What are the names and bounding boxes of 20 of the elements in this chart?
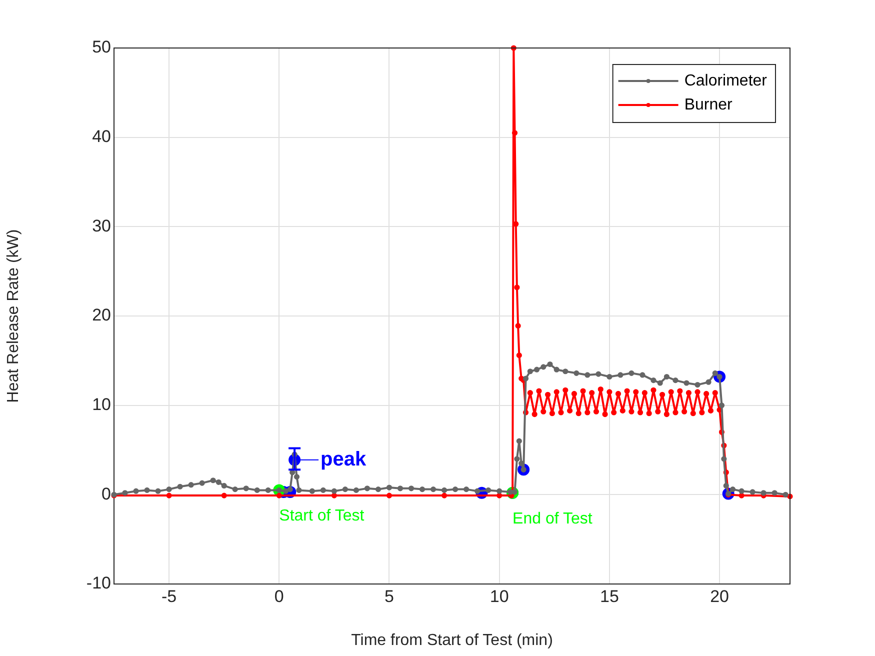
x-tick-label: 0 xyxy=(274,586,284,606)
y-tick-label: 0 xyxy=(102,484,111,504)
y-tick-label: 20 xyxy=(92,306,111,325)
y-tick-label: 40 xyxy=(92,127,111,146)
y-axis-title: Heat Release Rate (kW) xyxy=(5,229,22,403)
legend-label: Burner xyxy=(684,96,734,114)
x-tick-label: 5 xyxy=(384,586,394,606)
x-tick-label: -5 xyxy=(161,586,177,606)
annotation: Start of Test xyxy=(279,508,365,525)
annotation: End of Test xyxy=(512,510,593,528)
x-tick-label: 20 xyxy=(710,586,729,606)
y-tick-label: 30 xyxy=(92,216,111,236)
y-tick-label: 10 xyxy=(92,395,111,414)
annotation: peak xyxy=(320,448,368,470)
y-tick-label: 50 xyxy=(92,38,111,57)
y-tick-label: -10 xyxy=(86,574,111,593)
x-tick-label: 15 xyxy=(600,586,619,606)
x-tick-label: 10 xyxy=(490,586,509,606)
x-axis-title: Time from Start of Test (min) xyxy=(351,632,553,649)
legend-label: Calorimeter xyxy=(684,72,768,90)
